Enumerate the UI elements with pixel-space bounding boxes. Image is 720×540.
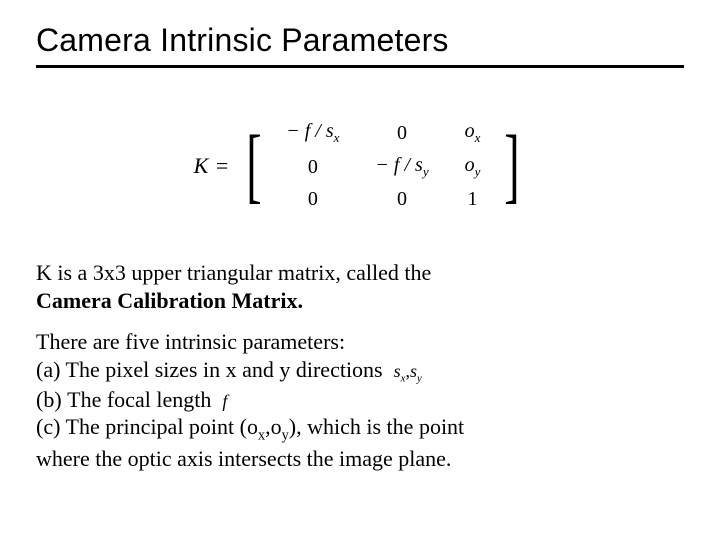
matrix-cell: − f / sx xyxy=(268,116,357,150)
symbol-f: f xyxy=(222,391,227,411)
left-bracket-icon: [ xyxy=(247,124,262,208)
item-text: ,o xyxy=(265,414,282,439)
symbol-sy: sy xyxy=(410,361,422,381)
matrix-body: − f / sx 0 ox 0 − f / sy oy 0 0 1 xyxy=(268,116,498,215)
matrix-row: 0 0 1 xyxy=(268,184,498,215)
matrix-cell: − f / sy xyxy=(357,150,446,184)
item-label: (a) xyxy=(36,357,60,382)
matrix-cell: oy xyxy=(447,150,499,184)
item-label: (b) xyxy=(36,387,62,412)
item-text: The focal length xyxy=(67,387,211,412)
list-intro: There are five intrinsic parameters: xyxy=(36,329,345,354)
slide-title: Camera Intrinsic Parameters xyxy=(36,22,684,68)
matrix-cell: 1 xyxy=(447,184,499,215)
matrix-cell: ox xyxy=(447,116,499,150)
item-text: The pixel sizes in x and y directions xyxy=(66,357,383,382)
term-bold: Camera Calibration Matrix. xyxy=(36,288,303,313)
subscript: y xyxy=(282,427,289,443)
matrix-cell: 0 xyxy=(268,184,357,215)
right-bracket-icon: ] xyxy=(505,124,520,208)
list-item-c: (c) The principal point (ox,oy), which i… xyxy=(36,414,464,439)
matrix-cell: 0 xyxy=(268,150,357,184)
matrix-lhs: K = xyxy=(194,153,233,179)
item-text: The principal point (o xyxy=(66,414,258,439)
matrix-row: − f / sx 0 ox xyxy=(268,116,498,150)
item-text: ), which is the point xyxy=(289,414,464,439)
slide: Camera Intrinsic Parameters K = [ − f / … xyxy=(0,0,720,540)
matrix-cell: 0 xyxy=(357,116,446,150)
symbol-sx: sx xyxy=(394,361,406,381)
text: K is a 3x3 upper triangular matrix, call… xyxy=(36,260,431,285)
list-item-b: (b) The focal length f xyxy=(36,387,227,412)
matrix-equation: K = [ − f / sx 0 ox 0 − f / sy oy 0 0 1 … xyxy=(36,116,684,215)
lhs-symbol: K xyxy=(194,153,209,178)
equals-sign: = xyxy=(216,153,228,178)
paragraph-definition: K is a 3x3 upper triangular matrix, call… xyxy=(36,259,684,314)
list-item-a: (a) The pixel sizes in x and y direction… xyxy=(36,357,422,382)
body-text: K is a 3x3 upper triangular matrix, call… xyxy=(36,259,684,473)
paragraph-list: There are five intrinsic parameters: (a)… xyxy=(36,328,684,473)
item-text-line2: where the optic axis intersects the imag… xyxy=(36,446,451,471)
item-label: (c) xyxy=(36,414,60,439)
matrix-cell: 0 xyxy=(357,184,446,215)
matrix-row: 0 − f / sy oy xyxy=(268,150,498,184)
